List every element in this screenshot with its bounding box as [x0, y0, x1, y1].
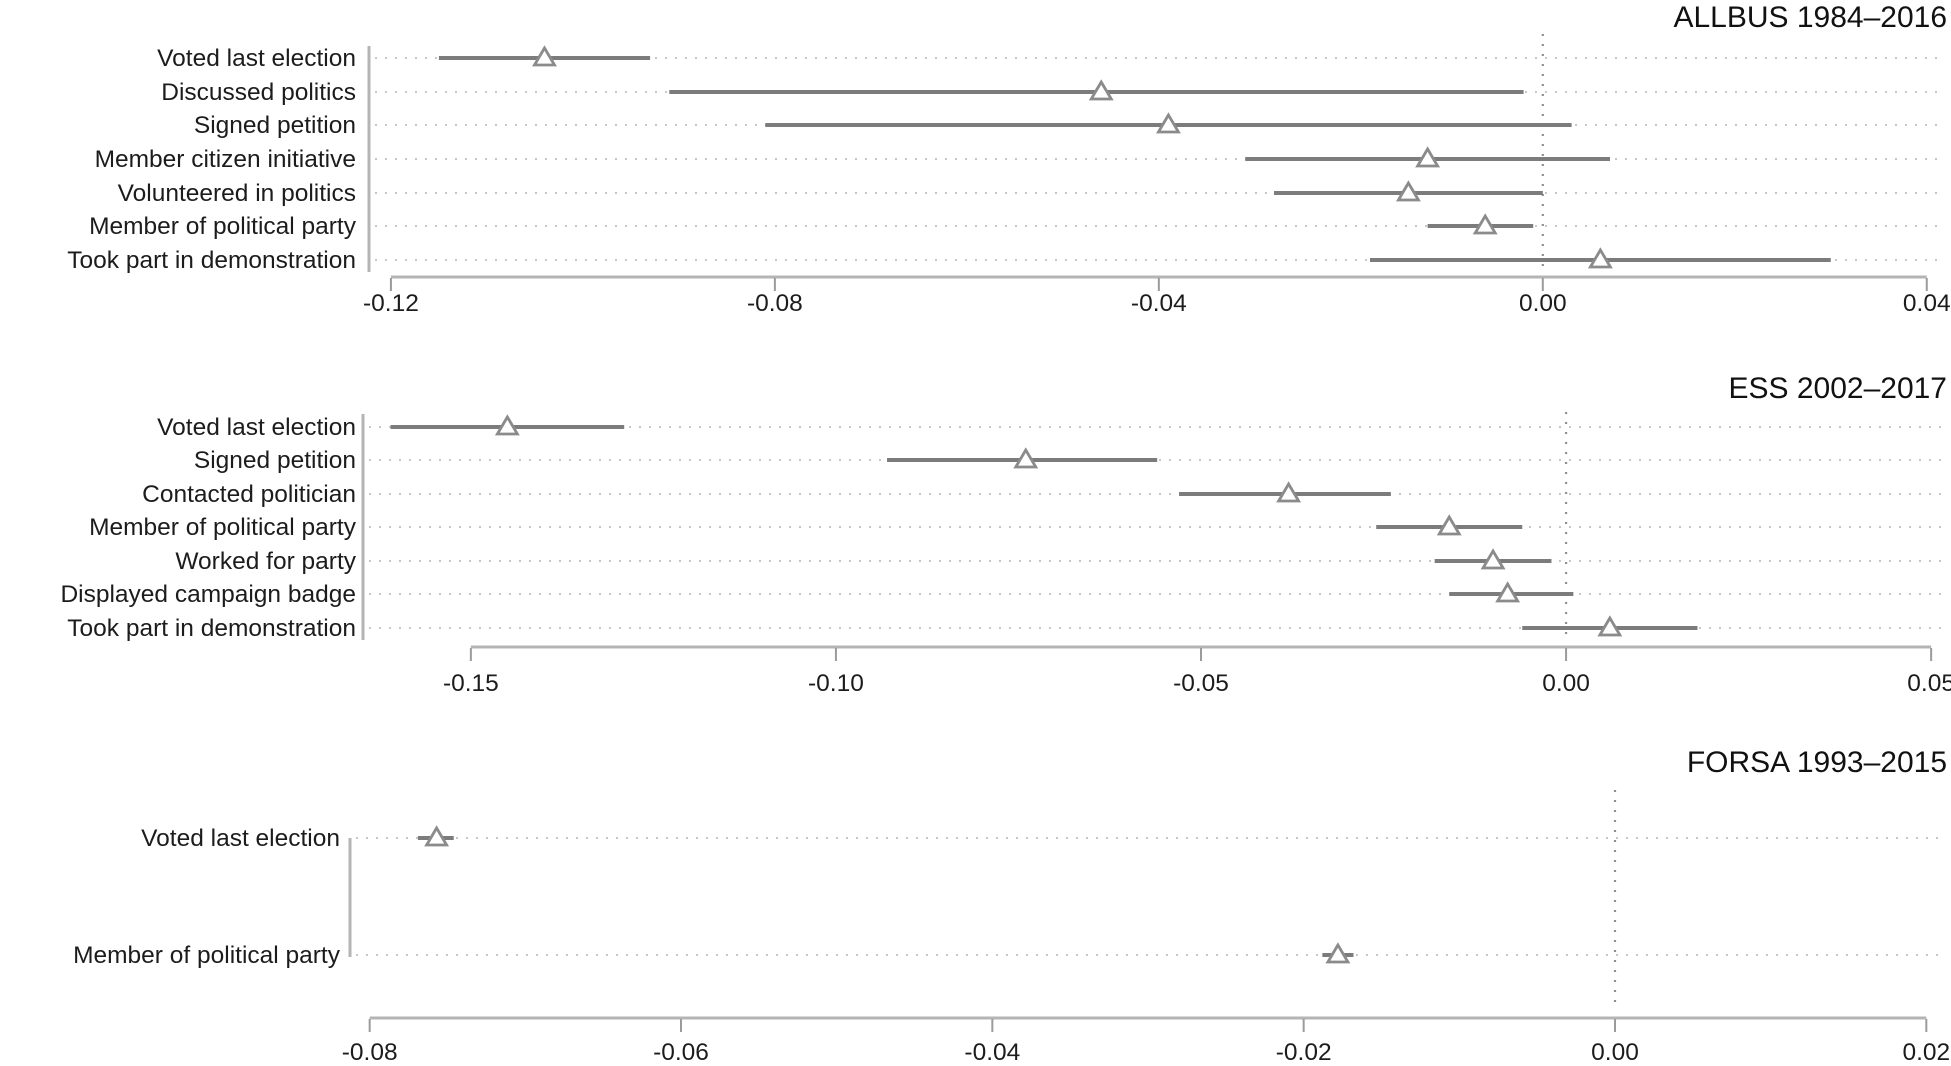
panel-title: ESS 2002–2017	[1728, 372, 1947, 405]
panel-allbus: -0.12 -0.08 -0.04 0.00 0.04 Voted last electi…	[67, 1, 1950, 317]
category-label: Signed petition	[194, 112, 356, 139]
x-tick-label: -0.15	[443, 670, 499, 697]
panel-title: ALLBUS 1984–2016	[1673, 1, 1947, 34]
estimate-marker	[1415, 146, 1441, 168]
estimate-marker	[1472, 213, 1498, 235]
estimate-marker	[1395, 180, 1421, 202]
estimate-marker	[1325, 942, 1351, 964]
x-tick-label: -0.05	[1173, 670, 1229, 697]
category-label: Discussed politics	[161, 79, 356, 106]
x-tick-label: -0.12	[363, 290, 419, 317]
category-label: Voted last election	[157, 45, 356, 72]
x-tick-label: -0.04	[964, 1039, 1020, 1066]
estimate-marker	[1495, 581, 1521, 603]
x-tick-label: 0.02	[1902, 1039, 1950, 1066]
x-tick-label: 0.04	[1903, 290, 1951, 317]
estimate-marker	[532, 45, 557, 67]
panel-forsa: -0.08 -0.06 -0.04 -0.02 0.00 0.02 Voted last e…	[73, 746, 1950, 1066]
x-tick-label: -0.10	[808, 670, 864, 697]
x-tick-label: -0.04	[1131, 290, 1187, 317]
panel-title: FORSA 1993–2015	[1687, 746, 1947, 779]
category-label: Voted last election	[141, 825, 340, 852]
x-tick-label: -0.08	[342, 1039, 398, 1066]
x-tick-label: 0.00	[1591, 1039, 1639, 1066]
category-label: Member of political party	[89, 213, 357, 240]
estimate-marker	[424, 825, 450, 847]
category-label: Voted last election	[157, 414, 356, 441]
estimate-marker	[494, 414, 520, 436]
x-tick-label: 0.05	[1907, 670, 1951, 697]
estimate-marker	[1587, 247, 1613, 269]
category-label: Worked for party	[175, 548, 356, 575]
x-tick-label: 0.00	[1542, 670, 1590, 697]
category-label: Took part in demonstration	[67, 247, 356, 274]
x-tick-label: -0.08	[747, 290, 803, 317]
category-label: Member citizen initiative	[95, 146, 356, 173]
category-label: Signed petition	[194, 447, 356, 474]
category-label: Member of political party	[73, 942, 341, 969]
x-tick-label: -0.06	[653, 1039, 709, 1066]
category-label: Contacted politician	[142, 481, 356, 508]
category-label: Took part in demonstration	[67, 615, 356, 642]
estimate-marker	[1276, 481, 1302, 503]
estimate-marker	[1155, 112, 1181, 134]
category-label: Displayed campaign badge	[60, 581, 356, 608]
estimate-marker	[1436, 514, 1462, 536]
category-label: Volunteered in politics	[118, 180, 356, 207]
estimate-marker	[1013, 447, 1039, 469]
panel-ess: -0.15 -0.10 -0.05 0.00 0.05 Voted last electi…	[60, 372, 1951, 697]
x-tick-label: -0.02	[1276, 1039, 1332, 1066]
estimate-marker	[1597, 615, 1623, 637]
x-tick-label: 0.00	[1519, 290, 1567, 317]
estimate-marker	[1088, 79, 1114, 101]
category-label: Member of political party	[89, 514, 357, 541]
estimate-marker	[1480, 548, 1506, 570]
